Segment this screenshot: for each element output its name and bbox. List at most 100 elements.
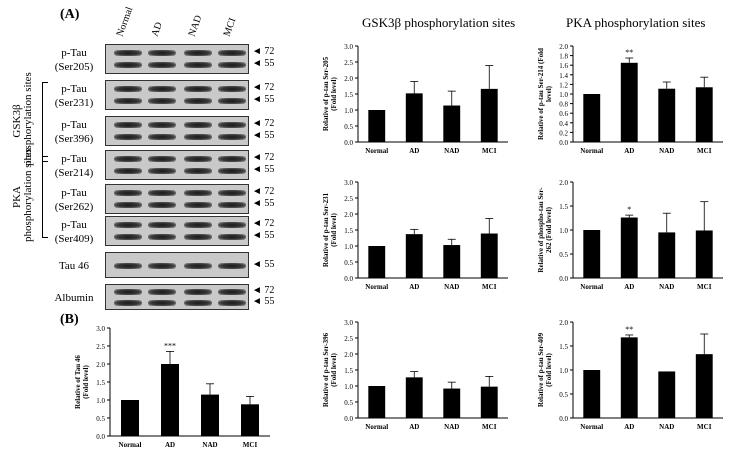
blot-band <box>148 156 176 163</box>
y-tick-label: 1.2 <box>559 81 568 89</box>
blot-protein-label: p-Tau (Ser396) <box>54 119 94 145</box>
x-tick-label: Normal <box>119 441 142 449</box>
y-tick-label: 1.4 <box>559 72 568 80</box>
bar <box>695 230 713 278</box>
x-tick-label: MCI <box>482 147 497 155</box>
blot-band <box>184 263 212 269</box>
blot-band <box>148 98 176 105</box>
y-tick-label: 0.0 <box>559 139 568 147</box>
blot-band <box>184 289 212 296</box>
x-tick-label: AD <box>624 283 634 291</box>
blot-band <box>218 190 246 197</box>
blot-protein-label: p-Tau (Ser262) <box>54 187 94 213</box>
blot-band <box>184 86 212 93</box>
y-tick-label: 3.0 <box>344 319 353 327</box>
blot-strip <box>105 116 249 146</box>
blot-band <box>218 299 246 306</box>
molecular-weight-marker: ◄ 72 <box>252 118 275 130</box>
bar <box>241 404 259 436</box>
y-tick-label: 2.0 <box>344 351 353 359</box>
molecular-weight-marker: ◄ 72 <box>252 285 275 297</box>
blot-band <box>114 50 142 57</box>
y-tick-label: 0.0 <box>344 139 353 147</box>
y-tick-label: 0.8 <box>559 101 568 109</box>
y-tick-label: 1.0 <box>344 383 353 391</box>
molecular-weight-marker: ◄ 72 <box>252 218 275 230</box>
blot-strip <box>105 44 249 74</box>
x-tick-label: NAD <box>659 147 674 155</box>
molecular-weight-marker: ◄ 55 <box>252 295 275 307</box>
molecular-weight-marker: ◄ 55 <box>252 130 275 142</box>
blot-band <box>184 62 212 69</box>
pka-brace <box>42 156 48 238</box>
y-tick-label: 0.6 <box>559 110 568 118</box>
y-axis-label: Relative of Tau 46(Fold level) <box>74 355 90 409</box>
blot-band <box>148 86 176 93</box>
pka-sites-header: PKA phosphorylation sites <box>566 15 706 30</box>
significance-label: ** <box>625 325 633 334</box>
y-axis-label: Relative of p-tau Ser-231(Fold level) <box>322 192 338 267</box>
blot-strip <box>105 284 249 310</box>
gsk-brace <box>42 82 48 162</box>
y-axis-label: Relative of p-tau Ser-409(Fold level) <box>537 332 553 407</box>
blot-band <box>218 202 246 209</box>
blot-strip <box>105 252 249 278</box>
blot-band <box>114 156 142 163</box>
molecular-weight-marker: ◄ 55 <box>252 198 275 210</box>
blot-protein-label: p-Tau (Ser409) <box>54 219 94 245</box>
blot-band <box>148 202 176 209</box>
blot-band <box>148 299 176 306</box>
molecular-weight-marker: ◄ 72 <box>252 46 275 58</box>
y-tick-label: 2.0 <box>344 211 353 219</box>
blot-band <box>184 50 212 57</box>
blot-band <box>218 263 246 269</box>
blot-band <box>148 50 176 57</box>
blot-band <box>184 299 212 306</box>
x-tick-label: AD <box>624 147 634 155</box>
blot-band <box>114 299 142 306</box>
y-tick-label: 2.0 <box>559 43 568 51</box>
y-axis-label: Relative of p-tau Ser-214 (Foldlevel) <box>537 48 553 140</box>
y-tick-label: 0.0 <box>344 415 353 423</box>
blot-band <box>184 98 212 105</box>
y-tick-label: 1.0 <box>344 243 353 251</box>
y-tick-label: 3.0 <box>96 325 105 333</box>
y-tick-label: 1.6 <box>559 62 568 70</box>
blot-strip <box>105 80 249 110</box>
bar <box>695 87 713 142</box>
blot-band <box>114 234 142 241</box>
y-tick-label: 3.0 <box>344 43 353 51</box>
x-tick-label: NAD <box>659 283 674 291</box>
blot-band <box>218 234 246 241</box>
y-tick-label: 0.0 <box>559 275 568 283</box>
x-tick-label: MCI <box>243 441 258 449</box>
y-tick-label: 1.5 <box>344 367 353 375</box>
blot-band <box>148 234 176 241</box>
molecular-weight-marker: ◄ 55 <box>252 94 275 106</box>
blot-band <box>184 122 212 129</box>
blot-band <box>114 168 142 175</box>
significance-label: ** <box>625 48 633 57</box>
y-tick-label: 0.5 <box>559 251 568 259</box>
bar <box>620 337 638 418</box>
y-tick-label: 3.0 <box>344 179 353 187</box>
x-tick-label: Normal <box>365 423 388 431</box>
y-tick-label: 0.0 <box>96 433 105 441</box>
blot-protein-label: p-Tau (Ser205) <box>54 47 94 73</box>
x-tick-label: NAD <box>444 147 459 155</box>
blot-band <box>114 222 142 229</box>
y-axis-label: Relative of phospho-tau Ser-262 (Fold le… <box>537 187 553 273</box>
blot-band <box>184 222 212 229</box>
x-tick-label: Normal <box>580 423 603 431</box>
y-tick-label: 0.5 <box>559 391 568 399</box>
bar <box>583 230 601 278</box>
panel-b-label: (B) <box>60 312 79 327</box>
bar <box>443 105 461 142</box>
blot-band <box>148 134 176 141</box>
y-tick-label: 1.0 <box>559 227 568 235</box>
blot-band <box>148 222 176 229</box>
molecular-weight-marker: ◄ 55 <box>252 230 275 242</box>
y-tick-label: 1.0 <box>96 397 105 405</box>
molecular-weight-marker: ◄ 55 <box>252 58 275 70</box>
